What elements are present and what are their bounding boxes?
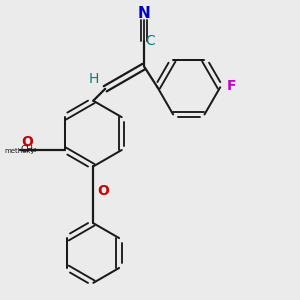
Text: H: H [89, 72, 99, 86]
Text: CH₃: CH₃ [20, 146, 37, 154]
Text: F: F [227, 79, 236, 93]
Text: methoxy: methoxy [4, 148, 35, 154]
Text: N: N [138, 6, 150, 21]
Text: C: C [146, 34, 155, 48]
Text: O: O [98, 184, 109, 198]
Text: O: O [22, 134, 34, 148]
